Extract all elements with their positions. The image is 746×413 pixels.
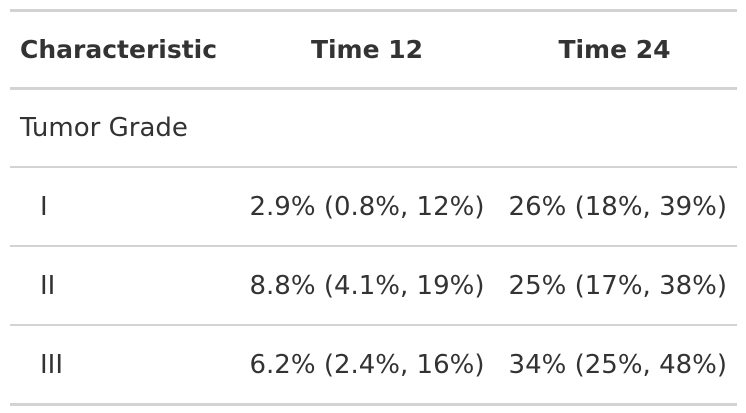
table-body: Tumor Grade I 2.9% (0.8%, 12%) 26% (18%,… (10, 89, 737, 405)
level-cell: I (10, 166, 242, 246)
time12-cell: 6.2% (2.4%, 16%) (242, 324, 492, 405)
group-empty-cell (492, 89, 737, 168)
time12-cell: 2.9% (0.8%, 12%) (242, 166, 492, 246)
time24-cell: 34% (25%, 48%) (492, 324, 737, 405)
time24-cell: 26% (18%, 39%) (492, 166, 737, 246)
summary-table: Characteristic Time 12 Time 24 Tumor Gra… (10, 9, 737, 406)
header-time-12: Time 12 (242, 10, 492, 90)
table-row: I 2.9% (0.8%, 12%) 26% (18%, 39%) (10, 166, 737, 246)
group-empty-cell (242, 89, 492, 168)
group-label: Tumor Grade (20, 113, 188, 143)
level-cell: III (10, 324, 242, 405)
level-cell: II (10, 245, 242, 325)
header-time-24: Time 24 (492, 10, 737, 90)
table-row: III 6.2% (2.4%, 16%) 34% (25%, 48%) (10, 324, 737, 405)
table-row: II 8.8% (4.1%, 19%) 25% (17%, 38%) (10, 245, 737, 325)
time24-cell: 25% (17%, 38%) (492, 245, 737, 325)
header-characteristic: Characteristic (10, 10, 242, 90)
header-row: Characteristic Time 12 Time 24 (10, 10, 737, 90)
group-row: Tumor Grade (10, 89, 737, 168)
time12-cell: 8.8% (4.1%, 19%) (242, 245, 492, 325)
table-header: Characteristic Time 12 Time 24 (10, 10, 737, 90)
